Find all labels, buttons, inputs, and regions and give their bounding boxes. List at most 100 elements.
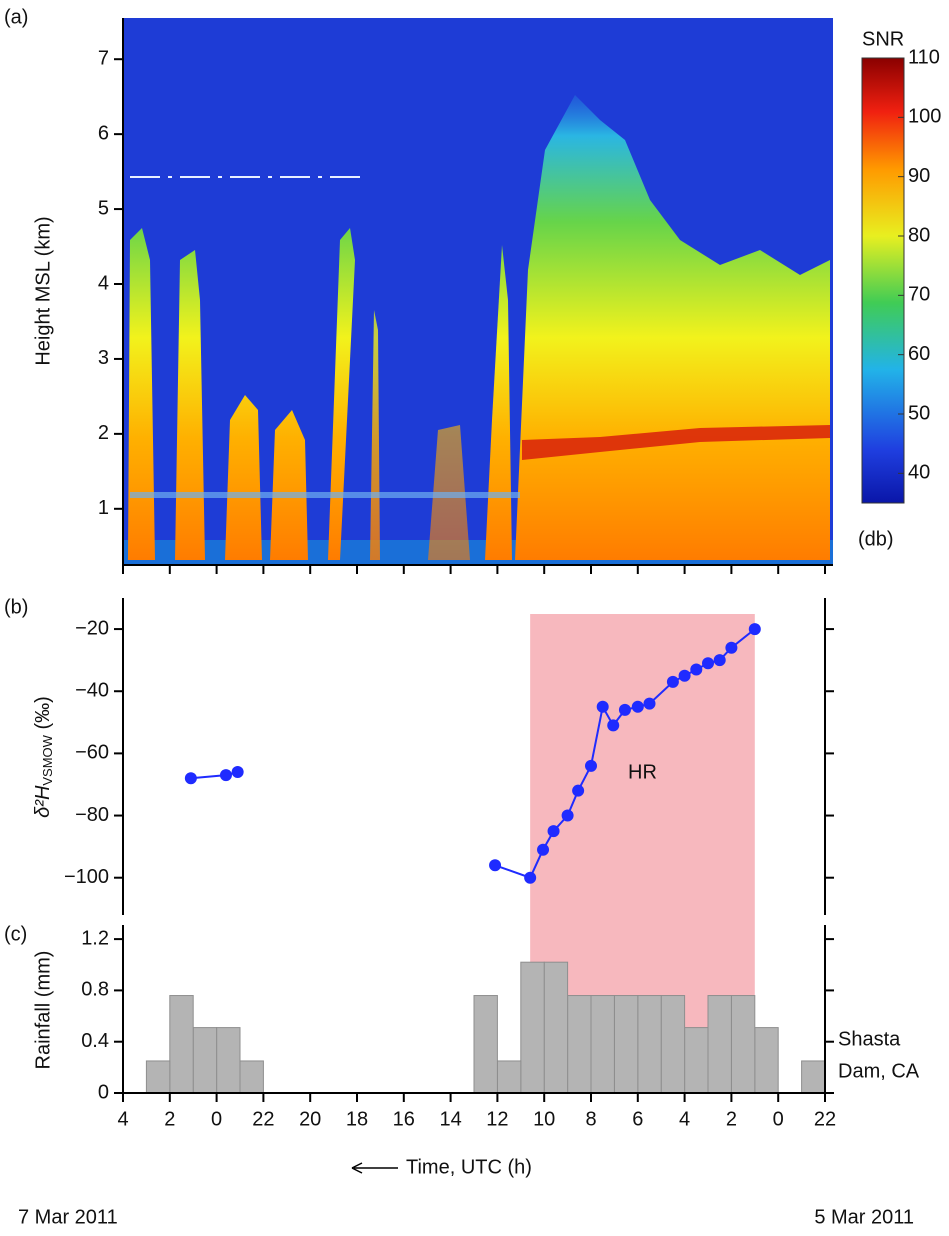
x-tick-label: 6 xyxy=(632,1108,643,1130)
x-tick-label: 4 xyxy=(117,1108,128,1130)
station-label: Shasta xyxy=(838,1028,901,1050)
colorbar-tick-label: 50 xyxy=(908,402,930,424)
colorbar-tick-label: 100 xyxy=(908,106,941,128)
panel-label: (b) xyxy=(4,596,28,618)
y-tick-label: −100 xyxy=(64,866,109,888)
x-tick-label: 4 xyxy=(679,1108,690,1130)
radar-image xyxy=(123,18,833,565)
bar xyxy=(543,961,569,1094)
bar xyxy=(567,995,592,1094)
y-tick-label: 4 xyxy=(98,272,109,294)
y-tick-label: −80 xyxy=(75,804,109,826)
colorbar-label: SNR xyxy=(862,28,904,50)
colorbar-tick-label: 80 xyxy=(908,224,930,246)
station-label: Dam, CA xyxy=(838,1060,920,1082)
x-axis-label: Time, UTC (h) xyxy=(406,1156,532,1178)
bar xyxy=(590,995,615,1094)
y-tick-label: 6 xyxy=(98,122,109,144)
bar xyxy=(496,1060,522,1094)
bar xyxy=(684,1027,709,1094)
bar xyxy=(216,1027,241,1094)
x-tick-label: 10 xyxy=(533,1108,555,1130)
colorbar-tick-label: 70 xyxy=(908,284,930,306)
data-point xyxy=(524,871,537,884)
data-point xyxy=(184,772,197,785)
y-tick-label: 2 xyxy=(98,422,109,444)
data-point xyxy=(572,784,585,797)
bar xyxy=(707,995,732,1094)
x-tick-label: 8 xyxy=(585,1108,596,1130)
data-point xyxy=(489,859,502,872)
x-tick-label: 0 xyxy=(773,1108,784,1130)
bar xyxy=(239,1060,264,1094)
data-point xyxy=(561,809,574,822)
y-tick-label: −60 xyxy=(75,742,109,764)
colorbar-unit: (db) xyxy=(858,528,894,550)
colorbar xyxy=(861,57,905,504)
data-point xyxy=(631,700,644,713)
y-axis-label: Height MSL (km) xyxy=(32,216,54,365)
data-point xyxy=(547,825,560,838)
y-label-main: δ²H xyxy=(32,785,54,818)
y-tick-label: 0.4 xyxy=(81,1030,109,1052)
colorbar-tick-label: 90 xyxy=(908,165,930,187)
bar xyxy=(192,1027,218,1094)
colorbar-tick-label: 60 xyxy=(908,343,930,365)
y-axis-label: Rainfall (mm) xyxy=(32,951,54,1070)
bar xyxy=(754,1027,779,1094)
data-point xyxy=(748,623,761,636)
bar xyxy=(169,995,194,1094)
panel-label: (c) xyxy=(4,923,27,945)
y-tick-label: 0.8 xyxy=(81,979,109,1001)
data-point xyxy=(713,654,726,667)
bar xyxy=(637,995,662,1094)
x-tick-label: 2 xyxy=(726,1108,737,1130)
data-point xyxy=(585,759,597,772)
data-point xyxy=(678,669,691,682)
bar xyxy=(613,995,639,1094)
bar xyxy=(520,961,545,1094)
colorbar-tick-label: 110 xyxy=(908,46,940,68)
bar xyxy=(145,1060,171,1094)
data-point xyxy=(231,766,244,779)
data-point xyxy=(690,663,703,676)
data-point xyxy=(537,843,550,856)
y-tick-label: 3 xyxy=(98,347,109,369)
x-tick-label: 18 xyxy=(346,1108,368,1130)
data-point xyxy=(725,641,738,654)
data-point xyxy=(666,675,679,688)
x-tick-label: 20 xyxy=(299,1108,321,1130)
date-right: 5 Mar 2011 xyxy=(814,1206,914,1228)
x-tick-label: 22 xyxy=(814,1108,836,1130)
y-tick-label: 7 xyxy=(98,47,109,69)
bar xyxy=(730,995,756,1094)
date-left: 7 Mar 2011 xyxy=(18,1206,118,1228)
x-tick-label: 12 xyxy=(486,1108,508,1130)
time-arrow-head xyxy=(351,1162,363,1174)
x-tick-label: 0 xyxy=(211,1108,222,1130)
data-point xyxy=(618,703,631,716)
data-point xyxy=(596,700,609,713)
data-point xyxy=(219,769,232,782)
y-label-unit: (‰) xyxy=(32,696,54,735)
bar xyxy=(473,995,498,1094)
x-tick-label: 22 xyxy=(252,1108,274,1130)
x-tick-label: 2 xyxy=(164,1108,175,1130)
x-tick-label: 16 xyxy=(393,1108,415,1130)
y-label-sub: VSMOW xyxy=(40,734,55,785)
y-tick-label: −20 xyxy=(75,617,109,639)
panel-label: (a) xyxy=(4,6,28,28)
y-tick-label: 5 xyxy=(98,197,109,219)
data-point xyxy=(643,697,656,710)
y-axis-label: δ²HVSMOW (‰) xyxy=(32,696,55,818)
x-tick-label: 14 xyxy=(439,1108,461,1130)
region-label: HR xyxy=(628,761,657,783)
bar xyxy=(801,1060,826,1094)
y-tick-label: 0 xyxy=(98,1081,109,1103)
colorbar-tick-label: 40 xyxy=(908,462,930,484)
data-point xyxy=(702,657,714,670)
data-point xyxy=(607,719,620,732)
bar xyxy=(660,995,686,1094)
y-tick-label: 1.2 xyxy=(81,927,109,949)
